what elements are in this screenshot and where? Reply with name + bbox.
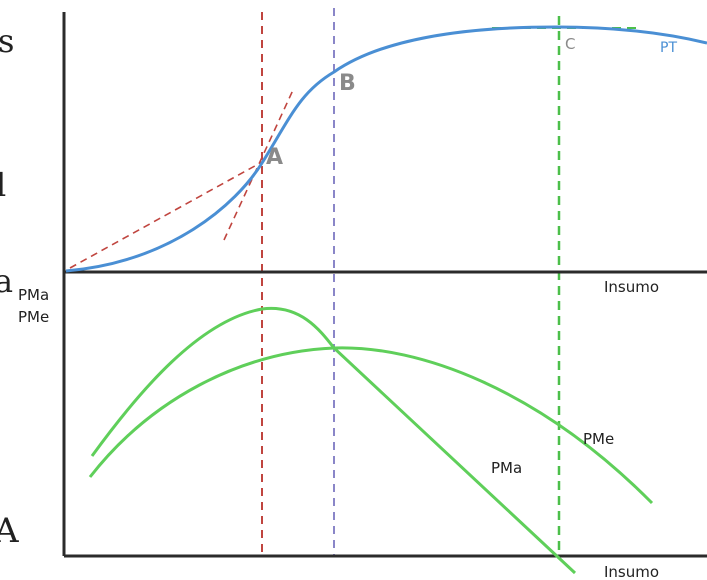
bottom-x-axis-label: Insumo	[604, 563, 659, 580]
bottom-y-axis-label-pme: PMe	[18, 308, 49, 326]
point-label-b: B	[339, 71, 356, 96]
marginal-product-curve	[90, 306, 577, 575]
average-ray-line	[69, 161, 263, 269]
total-product-label: PT	[660, 40, 677, 56]
average-curve-label: PMe	[583, 430, 614, 448]
top-x-axis-label: Insumo	[604, 278, 659, 296]
total-product-curve	[65, 25, 707, 273]
marginal-curve-label: PMa	[491, 459, 522, 477]
bottom-y-axis-label-pma: PMa	[18, 286, 49, 304]
average-product-curve	[88, 346, 654, 505]
cropped-text-a: a	[0, 262, 13, 300]
cropped-text-s: s	[0, 22, 14, 60]
tangent-line-a	[223, 89, 294, 241]
cropped-text-l: l	[0, 166, 6, 204]
cropped-text-A: A	[0, 511, 19, 551]
point-label-a: A	[266, 145, 283, 170]
point-label-c: C	[565, 35, 575, 53]
